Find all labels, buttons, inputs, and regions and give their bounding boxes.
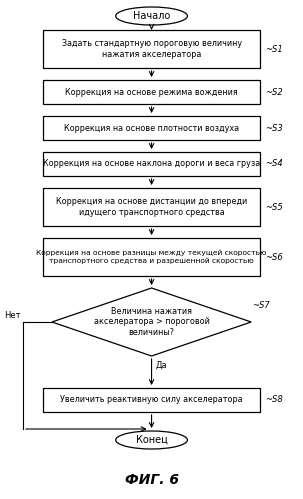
Text: Коррекция на основе дистанции до впереди
идущего транспортного средства: Коррекция на основе дистанции до впереди…: [56, 197, 247, 217]
Ellipse shape: [116, 7, 188, 25]
Bar: [43, 238, 260, 276]
Bar: [43, 30, 260, 68]
Text: Величина нажатия
акселератора > пороговой
величины?: Величина нажатия акселератора > порогово…: [94, 307, 209, 337]
Text: ~S4: ~S4: [265, 160, 283, 169]
Text: ФИГ. 6: ФИГ. 6: [125, 473, 178, 487]
Bar: [43, 388, 260, 412]
Text: ~S3: ~S3: [265, 123, 283, 133]
Ellipse shape: [116, 431, 188, 449]
Text: Коррекция на основе плотности воздуха: Коррекция на основе плотности воздуха: [64, 123, 239, 133]
Bar: [43, 152, 260, 176]
Text: ~S5: ~S5: [265, 203, 283, 212]
Text: Коррекция на основе режима вождения: Коррекция на основе режима вождения: [65, 87, 238, 96]
Text: Да: Да: [155, 361, 167, 370]
Text: Начало: Начало: [133, 11, 170, 21]
Text: Задать стандартную пороговую величину
нажатия акселератора: Задать стандартную пороговую величину на…: [62, 39, 241, 59]
Text: Нет: Нет: [5, 311, 21, 320]
Text: Увеличить реактивную силу акселератора: Увеличить реактивную силу акселератора: [60, 396, 243, 405]
Bar: [43, 116, 260, 140]
Text: ~S7: ~S7: [252, 300, 270, 309]
Text: ~S6: ~S6: [265, 252, 283, 261]
Bar: [43, 188, 260, 226]
Text: Коррекция на основе наклона дороги и веса груза: Коррекция на основе наклона дороги и вес…: [43, 160, 260, 169]
Text: Коррекция на основе разницы между текущей скоростью
транспортного средства и раз: Коррекция на основе разницы между текуще…: [36, 250, 267, 264]
Text: ~S1: ~S1: [265, 44, 283, 53]
Polygon shape: [52, 288, 251, 356]
Bar: [43, 80, 260, 104]
Text: ~S2: ~S2: [265, 87, 283, 96]
Text: ~S8: ~S8: [265, 396, 283, 405]
Text: Конец: Конец: [136, 435, 168, 445]
